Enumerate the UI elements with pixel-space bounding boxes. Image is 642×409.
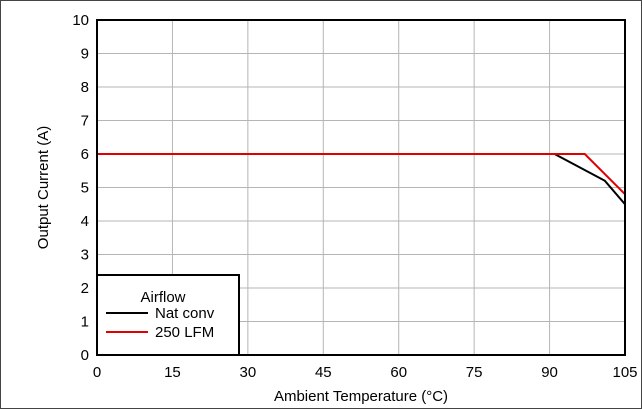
plot-area xyxy=(96,19,626,356)
y-tick-label: 5 xyxy=(81,180,89,197)
y-tick-label: 8 xyxy=(81,79,89,96)
x-axis-ticks: 0 15 30 45 60 75 90 105 xyxy=(93,364,638,381)
x-tick-label: 15 xyxy=(164,364,181,381)
y-axis-ticks: 0 1 2 3 4 5 6 7 8 9 10 xyxy=(72,12,89,364)
legend-title: Airflow xyxy=(140,289,185,306)
y-tick-label: 0 xyxy=(81,347,89,364)
y-tick-label: 10 xyxy=(72,12,89,29)
y-tick-label: 9 xyxy=(81,46,89,63)
legend-label-0: Nat conv xyxy=(155,305,215,322)
x-tick-label: 45 xyxy=(315,364,332,381)
y-axis-title: Output Current (A) xyxy=(35,126,52,249)
x-tick-label: 60 xyxy=(390,364,407,381)
y-tick-label: 6 xyxy=(81,146,89,163)
y-tick-label: 4 xyxy=(81,213,89,230)
series-lines xyxy=(97,153,626,205)
x-axis-title: Ambient Temperature (°C) xyxy=(274,388,448,405)
legend: Airflow Nat conv 250 LFM xyxy=(96,274,240,356)
series-line-0 xyxy=(97,153,626,205)
x-tick-label: 105 xyxy=(612,364,637,381)
legend-box xyxy=(96,274,240,356)
x-tick-label: 0 xyxy=(93,364,101,381)
legend-items: Nat conv 250 LFM xyxy=(106,305,215,341)
y-tick-label: 1 xyxy=(81,314,89,331)
series-line-1 xyxy=(97,153,626,195)
x-tick-label: 75 xyxy=(466,364,483,381)
y-tick-label: 7 xyxy=(81,113,89,130)
y-tick-label: 3 xyxy=(81,247,89,264)
x-tick-label: 30 xyxy=(240,364,257,381)
x-tick-label: 90 xyxy=(541,364,558,381)
legend-label-1: 250 LFM xyxy=(155,324,214,341)
y-tick-label: 2 xyxy=(81,280,89,297)
